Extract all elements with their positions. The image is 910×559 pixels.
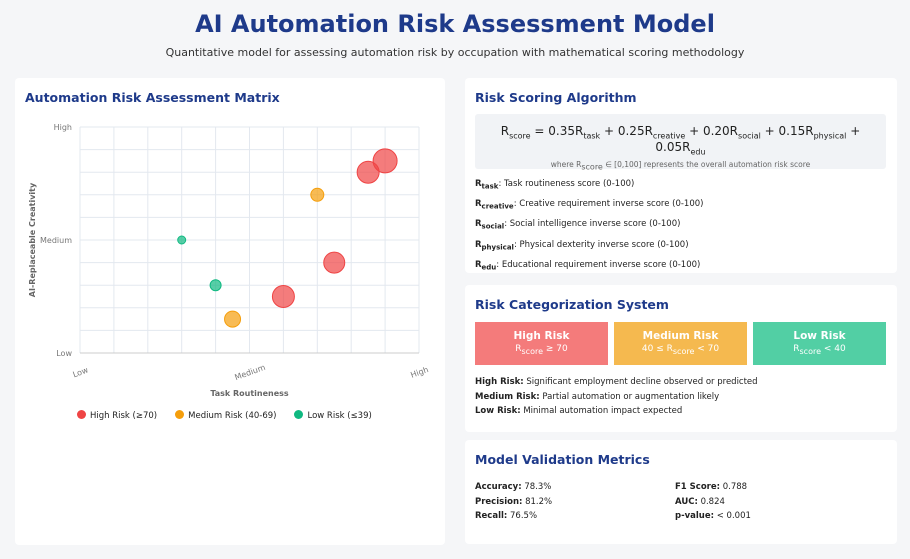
- definition-item: Rphysical: Physical dexterity inverse sc…: [475, 239, 689, 252]
- legend-item[interactable]: High Risk (≥70): [77, 410, 157, 421]
- x-tick-label: Medium: [233, 363, 266, 382]
- legend-swatch: [294, 410, 304, 419]
- variable-definitions: Rtask: Task routineness score (0-100) Rcr…: [475, 176, 703, 277]
- category-description: High Risk: Significant employment declin…: [475, 377, 758, 387]
- y-axis-label: AI-Replaceable Creativity: [28, 182, 37, 297]
- data-point[interactable]: [271, 285, 295, 308]
- definition-item: Rsocial: Social intelligence inverse sco…: [475, 219, 681, 232]
- chart-title: Automation Risk Assessment Matrix: [25, 90, 280, 105]
- category-description: Medium Risk: Partial automation or augme…: [475, 391, 720, 402]
- data-point[interactable]: [356, 160, 380, 184]
- x-axis-label: Task Routineness: [210, 389, 289, 398]
- risk-category-card: High Risk Rscore ≥ 70: [475, 322, 608, 365]
- legend-swatch: [175, 410, 185, 419]
- validation-panel: Model Validation Metrics Accuracy: 78.3%…: [465, 440, 897, 544]
- metric-item: Recall: 76.5%: [475, 511, 538, 521]
- metric-item: F1 Score: 0.788: [675, 482, 748, 492]
- chart-legend: High Risk (≥70) Medium Risk (40-69) Low Ri…: [77, 410, 372, 421]
- risk-category-card: Low Risk Rscore < 40: [753, 322, 886, 365]
- formula: Rscore = 0.35Rtask + 0.25Rcreative + 0.2…: [500, 124, 861, 157]
- data-point[interactable]: [310, 187, 325, 202]
- data-point[interactable]: [224, 310, 242, 328]
- category-description: Low Risk: Minimal automation impact expe…: [475, 406, 683, 416]
- categorization-panel: Risk Categorization System High Risk Rsco…: [465, 285, 897, 432]
- risk-category-card: Medium Risk 40 ≤ Rscore < 70: [614, 322, 747, 365]
- definition-item: Rcreative: Creative requirement inverse …: [475, 199, 704, 211]
- y-tick-label: Low: [56, 349, 72, 358]
- data-point[interactable]: [323, 251, 346, 274]
- page-title: AI Automation Risk Assessment Model: [195, 10, 715, 38]
- risk-matrix-panel: Automation Risk Assessment Matrix Low Med…: [15, 78, 445, 545]
- page-subtitle: Quantitative model for assessing automat…: [165, 46, 745, 59]
- data-point[interactable]: [372, 148, 398, 174]
- formula-box: Rscore = 0.35Rtask + 0.25Rcreative + 0.2…: [475, 114, 886, 172]
- x-tick-label: High: [409, 365, 429, 380]
- algorithm-panel: Risk Scoring Algorithm Rscore = 0.35Rtas…: [465, 78, 897, 273]
- algorithm-title: Risk Scoring Algorithm: [475, 90, 637, 105]
- validation-title: Model Validation Metrics: [475, 452, 650, 467]
- metric-item: p-value: < 0.001: [675, 511, 751, 521]
- y-tick-label: Medium: [40, 236, 72, 245]
- scatter-chart: Low Medium High Low Medium High Task Routinene…: [28, 123, 430, 398]
- metric-item: Precision: 81.2%: [475, 496, 553, 507]
- categorization-title: Risk Categorization System: [475, 297, 669, 312]
- metric-item: AUC: 0.824: [675, 496, 725, 507]
- formula-note: where Rscore ∈ [0,100] represents the ov…: [550, 159, 811, 172]
- data-point[interactable]: [177, 235, 187, 245]
- legend-item[interactable]: Medium Risk (40-69): [175, 410, 276, 421]
- definition-item: Redu: Educational requirement inverse sc…: [475, 259, 701, 272]
- x-tick-label: Low: [72, 365, 90, 379]
- data-point[interactable]: [209, 279, 222, 292]
- legend-swatch: [77, 410, 86, 419]
- legend-item[interactable]: Low Risk (≤39): [294, 410, 372, 421]
- metric-item: Accuracy: 78.3%: [475, 482, 552, 492]
- definition-item: Rtask: Task routineness score (0-100): [475, 179, 635, 191]
- y-tick-label: High: [54, 123, 72, 132]
